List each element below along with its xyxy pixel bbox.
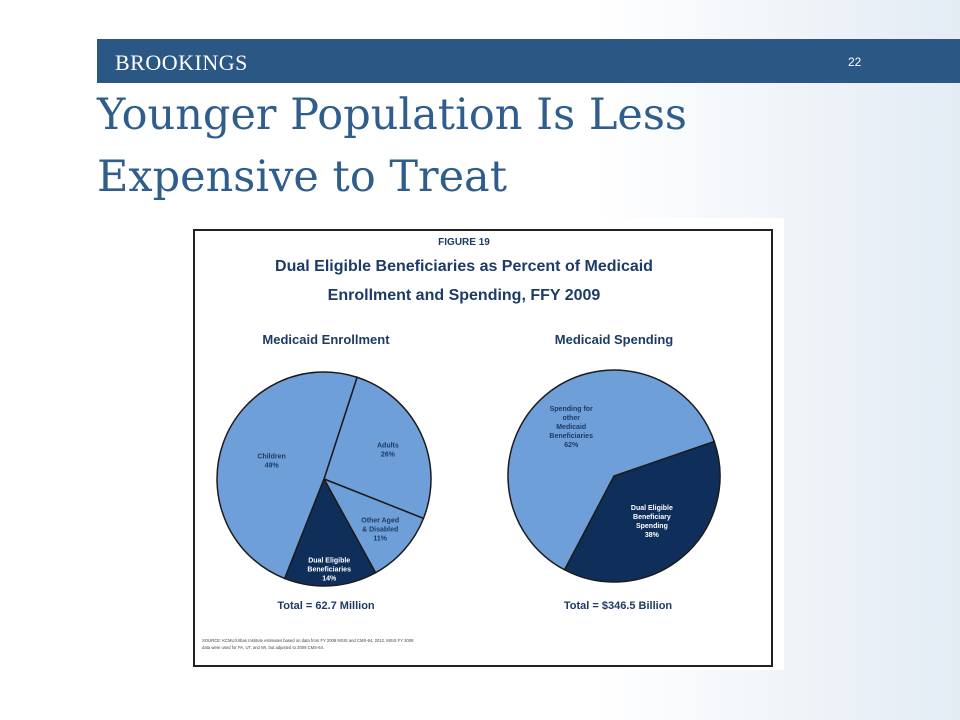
source-note-line-2: data were used for PA, UT, and WI, but a… [202,645,324,650]
spending-total: Total = $346.5 Billion [564,600,673,612]
enrollment-subtitle: Medicaid Enrollment [262,332,390,347]
spending-slice-1 [507,369,716,571]
spending-slice-label-1: Spending for other Medicaid Beneficiaries 62… [549,406,593,449]
enrollment-total: Total = 62.7 Million [277,600,375,612]
slide-title-line-1: Younger Population Is Less [97,90,687,140]
enrollment-pie: Adults 26% Other Aged & Disabled 11% Dual Eli… [216,371,432,587]
enrollment-slice-label-3: Children 49% [257,454,285,470]
enrollment-slice-2 [283,477,377,587]
spending-pie: Dual Eligible Beneficiary Spending 38% Spend… [507,369,721,583]
slide-number: 22 [848,55,862,69]
chart-title-line-1: Dual Eligible Beneficiaries as Percent o… [275,258,653,275]
spending-slice-label-0: Dual Eligible Beneficiary Spending 38% [631,505,673,539]
enrollment-slice-0 [323,376,432,520]
enrollment-slice-3 [216,371,359,580]
spending-slice-0 [563,440,721,583]
enrollment-slice-label-2: Dual Eligible Beneficiaries 14% [307,557,351,582]
slide-title-line-2: Expensive to Treat [97,152,507,202]
figure-label: FIGURE 19 [438,237,490,248]
source-note-line-1: SOURCE: KCMU/Urban Institute estimates b… [202,638,414,643]
figure-svg: FIGURE 19 Dual Eligible Beneficiaries as… [193,229,773,667]
enrollment-slice-1 [322,477,425,574]
brand-logo-text: BROOKINGS [115,50,248,75]
header-banner: BROOKINGS 22 [97,39,960,83]
figure-image: FIGURE 19 Dual Eligible Beneficiaries as… [182,218,784,670]
enrollment-slice-label-1: Other Aged & Disabled 11% [361,518,399,543]
spending-subtitle: Medicaid Spending [555,332,674,347]
chart-title-line-2: Enrollment and Spending, FFY 2009 [328,287,601,304]
enrollment-slice-label-0: Adults 26% [377,442,399,458]
slide-title: Younger Population Is Less Expensive to … [97,84,897,208]
